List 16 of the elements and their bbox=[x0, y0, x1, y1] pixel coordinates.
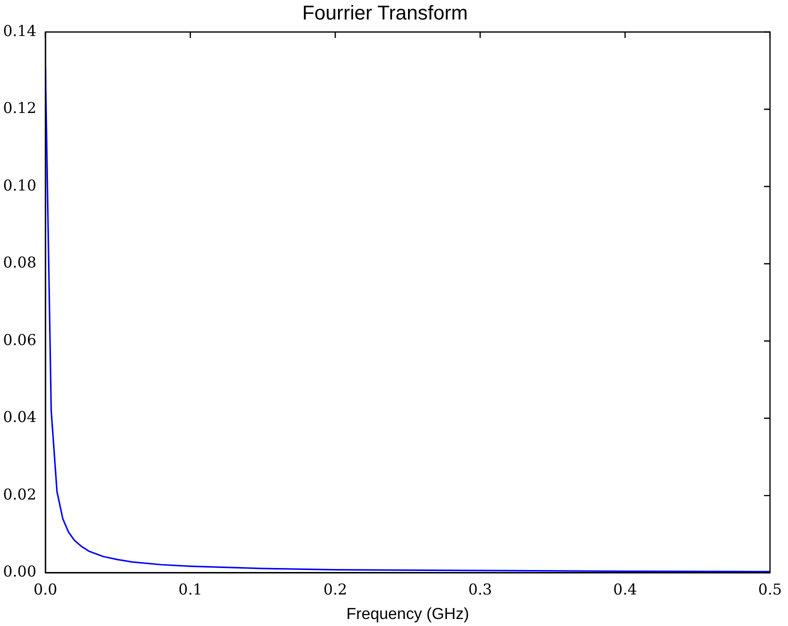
y-tick-label: 0.04 bbox=[2, 408, 36, 426]
y-tick-label: 0.00 bbox=[2, 562, 36, 581]
y-tick-label: 0.14 bbox=[2, 22, 36, 40]
x-tick-label: 0.2 bbox=[323, 580, 348, 599]
y-tick-label: 0.08 bbox=[2, 254, 36, 272]
y-tick-label: 0.02 bbox=[2, 485, 36, 504]
y-tick-label: 0.06 bbox=[2, 330, 36, 349]
x-tick-label: 0.4 bbox=[613, 580, 638, 599]
x-tick-label: 0.3 bbox=[468, 580, 492, 599]
x-tick-label: 0.5 bbox=[758, 580, 782, 599]
x-tick-label: 0.0 bbox=[33, 580, 58, 599]
y-tick-label: 0.10 bbox=[2, 176, 36, 194]
chart-title: Fourrier Transform bbox=[302, 2, 468, 25]
x-tick-label: 0.1 bbox=[178, 580, 202, 599]
x-axis-title: Frequency (GHz) bbox=[346, 606, 470, 623]
y-tick-label: 0.12 bbox=[2, 99, 36, 118]
